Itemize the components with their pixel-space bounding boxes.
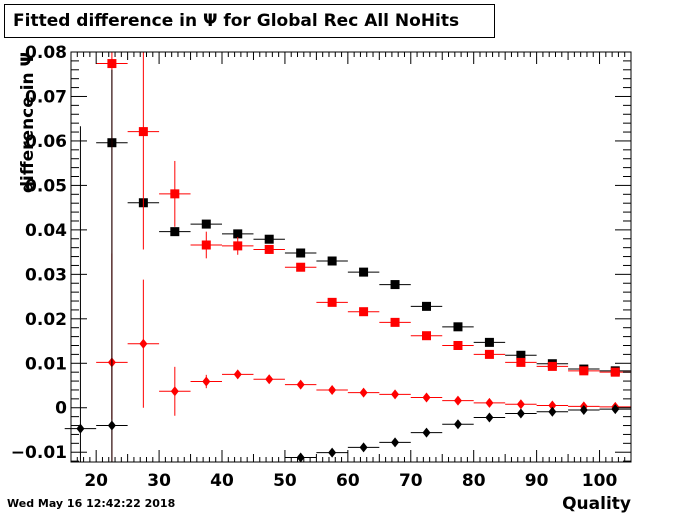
data-point xyxy=(516,399,525,410)
data-point xyxy=(107,59,117,69)
data-point xyxy=(391,389,400,400)
series-4 xyxy=(64,69,631,463)
x-tick-label: 60 xyxy=(336,471,360,491)
x-tick-label: 50 xyxy=(273,471,297,491)
series-2 xyxy=(96,52,631,420)
data-point xyxy=(516,350,526,360)
data-point xyxy=(548,400,557,411)
data-point xyxy=(359,307,369,317)
chart-title: Fitted difference in Ψ for Global Rec Al… xyxy=(13,11,460,31)
series-3 xyxy=(96,253,631,462)
y-tick-label: 0 xyxy=(55,399,67,419)
data-point xyxy=(264,234,274,244)
data-point xyxy=(422,331,432,341)
data-point xyxy=(422,301,432,311)
data-point xyxy=(233,241,243,251)
data-point xyxy=(359,387,368,398)
x-tick-label: 20 xyxy=(84,471,108,491)
data-point xyxy=(170,386,179,397)
y-tick-label: 0.02 xyxy=(25,310,67,330)
chart-marks xyxy=(64,52,631,463)
data-point xyxy=(453,340,463,350)
data-point xyxy=(328,447,337,458)
data-point xyxy=(453,322,463,332)
y-tick-label: 0.01 xyxy=(25,354,67,374)
y-tick-label: 0.05 xyxy=(25,176,67,196)
data-point xyxy=(390,317,400,327)
data-point xyxy=(107,420,116,431)
data-point xyxy=(296,248,306,258)
data-point xyxy=(390,280,400,290)
timestamp: Wed May 16 12:42:22 2018 xyxy=(7,497,176,510)
y-tick-label: 0.06 xyxy=(25,132,67,152)
data-point xyxy=(233,229,243,239)
x-tick-label: 40 xyxy=(210,471,234,491)
y-axis-label: difference in Ψ xyxy=(18,52,38,193)
data-point xyxy=(170,227,180,237)
chart-axes: 20 30 40 50 60 70 80 90 100 −0.01 0 0.01 0.02 0.03 0.0… xyxy=(11,43,632,491)
data-point xyxy=(359,442,368,453)
x-tick-label: 100 xyxy=(582,471,618,491)
data-point xyxy=(201,219,211,229)
chart-title-box: Fitted difference in Ψ for Global Rec Al… xyxy=(4,4,495,38)
y-tick-label: 0.03 xyxy=(25,265,67,285)
x-tick-label: 70 xyxy=(399,471,423,491)
y-tick-label: 0.04 xyxy=(25,221,67,241)
x-tick-label: 80 xyxy=(462,471,486,491)
data-point xyxy=(327,297,337,307)
data-point xyxy=(296,379,305,390)
data-point xyxy=(610,367,620,377)
data-point xyxy=(548,406,557,417)
data-point xyxy=(296,452,305,463)
data-point xyxy=(547,361,557,371)
data-point xyxy=(201,240,211,250)
data-point xyxy=(611,404,620,415)
data-point xyxy=(485,412,494,423)
data-point xyxy=(453,419,462,430)
data-point xyxy=(579,366,589,376)
data-point xyxy=(296,262,306,272)
data-point xyxy=(76,423,85,434)
data-point xyxy=(327,256,337,266)
data-point xyxy=(579,404,588,415)
series-1 xyxy=(96,138,631,376)
data-point xyxy=(453,395,462,406)
data-point xyxy=(233,369,242,380)
y-tick-label: −0.01 xyxy=(11,443,67,463)
data-point xyxy=(328,384,337,395)
x-tick-label: 90 xyxy=(525,471,549,491)
data-point xyxy=(422,427,431,438)
data-point xyxy=(202,376,211,387)
data-point xyxy=(359,267,369,277)
x-axis-label: Quality xyxy=(562,494,631,514)
y-tick-label: 0.08 xyxy=(25,43,67,63)
data-point xyxy=(422,392,431,403)
plot-frame xyxy=(70,51,632,463)
data-point xyxy=(139,338,148,349)
data-point xyxy=(265,374,274,385)
data-point xyxy=(516,357,526,367)
data-point xyxy=(516,408,525,419)
data-point xyxy=(484,337,494,347)
data-point xyxy=(170,189,180,199)
data-point xyxy=(484,349,494,359)
x-tick-label: 30 xyxy=(147,471,171,491)
data-point xyxy=(391,437,400,448)
data-point xyxy=(485,397,494,408)
data-point xyxy=(264,244,274,254)
data-point xyxy=(138,127,148,137)
y-tick-label: 0.07 xyxy=(25,87,67,107)
